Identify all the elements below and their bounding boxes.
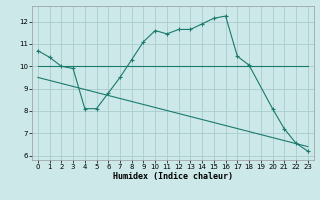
X-axis label: Humidex (Indice chaleur): Humidex (Indice chaleur) — [113, 172, 233, 181]
